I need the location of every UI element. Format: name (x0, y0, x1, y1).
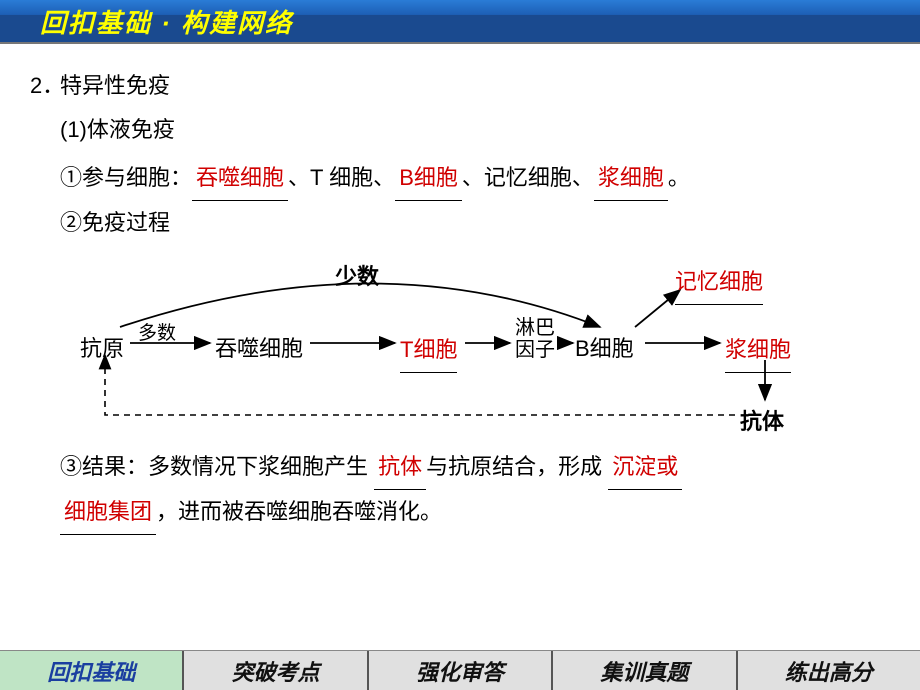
cells-sep2: 、记忆细胞、 (462, 165, 594, 190)
result-mid: 与抗原结合，形成 (426, 454, 602, 479)
label-minority: 少数 (335, 255, 379, 299)
blank-precipitate2: 细胞集团 (60, 490, 156, 535)
heading-text: 特异性免疫 (60, 73, 170, 98)
cells-prefix: ①参与细胞： (60, 165, 192, 190)
result-prefix: ③结果：多数情况下浆细胞产生 (60, 454, 368, 479)
process-label: ②免疫过程 (60, 201, 890, 245)
node-phagocyte: 吞噬细胞 (215, 327, 303, 371)
immune-diagram: 抗原 多数 少数 吞噬细胞 T细胞 淋巴因子 B细胞 记忆细胞 浆细胞 抗体 (80, 255, 890, 435)
tab-basics[interactable]: 回扣基础 (0, 651, 182, 690)
diagram-arrows (80, 255, 920, 435)
blank-precipitate1: 沉淀或 (608, 445, 682, 490)
tab-score[interactable]: 练出高分 (736, 651, 920, 690)
bottom-nav: 回扣基础 突破考点 强化审答 集训真题 练出高分 (0, 650, 920, 690)
blank-plasma: 浆细胞 (594, 156, 668, 201)
node-antibody: 抗体 (740, 400, 784, 444)
main-content: 2．特异性免疫 (1)体液免疫 ①参与细胞：吞噬细胞、T 细胞、B细胞、记忆细胞… (0, 44, 920, 535)
node-memory: 记忆细胞 (675, 260, 763, 305)
node-bcell: B细胞 (575, 327, 634, 371)
tab-keypoints[interactable]: 突破考点 (182, 651, 366, 690)
sub1: (1)体液免疫 (60, 108, 890, 152)
blank-phagocyte: 吞噬细胞 (192, 156, 288, 201)
blank-antibody: 抗体 (374, 445, 426, 490)
cells-tail: 。 (668, 165, 690, 190)
item-number: 2． (30, 64, 60, 108)
node-tcell: T细胞 (400, 328, 457, 373)
result-line: ③结果：多数情况下浆细胞产生 抗体与抗原结合，形成 沉淀或 细胞集团，进而被吞噬… (60, 445, 890, 535)
tab-review[interactable]: 强化审答 (367, 651, 551, 690)
line-cells: ①参与细胞：吞噬细胞、T 细胞、B细胞、记忆细胞、浆细胞。 (60, 156, 890, 201)
tab-practice[interactable]: 集训真题 (551, 651, 735, 690)
node-plasma: 浆细胞 (725, 328, 791, 373)
label-majority: 多数 (138, 315, 176, 353)
cells-sep1: 、T 细胞、 (288, 165, 395, 190)
line-heading: 2．特异性免疫 (30, 64, 890, 108)
node-antigen: 抗原 (80, 327, 124, 371)
title-text: 回扣基础 · 构建网络 (40, 3, 293, 40)
node-lymphokine: 淋巴因子 (515, 317, 555, 361)
title-bar: 回扣基础 · 构建网络 (0, 0, 920, 44)
result-tail: ，进而被吞噬细胞吞噬消化。 (156, 499, 442, 524)
blank-bcell: B细胞 (395, 156, 462, 201)
